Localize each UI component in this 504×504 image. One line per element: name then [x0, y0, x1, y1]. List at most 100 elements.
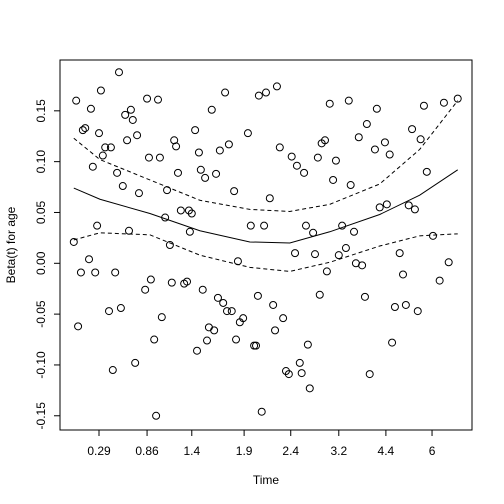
point — [128, 115, 137, 124]
point — [284, 370, 293, 379]
point — [227, 307, 236, 316]
point — [272, 82, 281, 91]
point — [262, 88, 270, 97]
point — [416, 135, 425, 144]
x-tick-label: 6 — [429, 444, 436, 458]
fit-line — [73, 169, 459, 244]
point — [74, 322, 83, 331]
point — [144, 153, 153, 162]
point — [254, 91, 263, 100]
point — [157, 313, 166, 322]
point — [311, 250, 320, 259]
point — [401, 300, 410, 309]
plot-frame — [59, 59, 473, 431]
point — [86, 104, 95, 113]
point — [260, 221, 269, 230]
point — [380, 138, 389, 147]
point — [320, 136, 329, 145]
point — [350, 227, 359, 236]
point — [194, 148, 203, 157]
point — [152, 411, 161, 420]
point — [279, 314, 288, 323]
point — [72, 96, 81, 105]
point — [395, 249, 404, 258]
point — [292, 161, 301, 170]
point — [344, 96, 353, 105]
point — [315, 290, 324, 299]
point — [322, 267, 331, 276]
point — [167, 278, 176, 287]
point — [305, 384, 314, 393]
point — [95, 129, 104, 138]
y-tick-label: 0.00 — [34, 251, 48, 275]
point — [173, 168, 182, 177]
point — [435, 276, 444, 285]
point — [365, 370, 374, 379]
point — [413, 307, 422, 316]
point — [203, 336, 212, 345]
confidence-band — [73, 100, 459, 212]
point — [210, 326, 219, 335]
point — [116, 304, 125, 313]
point — [224, 140, 233, 149]
point — [196, 165, 205, 174]
y-tick-label: 0.15 — [34, 99, 48, 123]
point — [88, 162, 97, 171]
point — [233, 257, 242, 266]
point — [275, 143, 284, 152]
point — [341, 244, 350, 253]
point — [96, 86, 105, 95]
point — [358, 261, 367, 270]
point — [444, 258, 453, 267]
point — [123, 136, 132, 145]
point — [408, 125, 417, 134]
point — [410, 205, 419, 214]
point — [346, 181, 355, 190]
y-tick-label: 0.05 — [34, 200, 48, 224]
x-tick-label: 1.9 — [236, 444, 253, 458]
point — [287, 152, 296, 161]
point — [113, 168, 122, 177]
point — [301, 221, 310, 230]
x-tick-label: 0.29 — [87, 444, 111, 458]
point — [295, 358, 304, 367]
point — [399, 270, 408, 279]
point — [390, 303, 399, 312]
point — [300, 168, 309, 177]
point — [269, 300, 278, 309]
point — [215, 146, 224, 155]
point — [165, 241, 174, 249]
point — [388, 338, 397, 347]
x-tick-label: 4.4 — [378, 444, 395, 458]
x-axis-label: Time — [253, 473, 280, 487]
point — [146, 275, 155, 284]
point — [154, 95, 163, 104]
point — [297, 369, 306, 378]
point — [313, 153, 322, 162]
point — [204, 323, 213, 332]
point — [85, 255, 94, 264]
point — [253, 291, 262, 300]
point — [265, 194, 274, 203]
point — [91, 268, 100, 277]
x-tick-label: 0.86 — [135, 444, 159, 458]
point — [334, 251, 343, 260]
point — [81, 124, 90, 133]
point — [362, 120, 371, 129]
point — [105, 307, 114, 316]
point — [329, 175, 338, 184]
point — [126, 105, 135, 114]
point — [185, 227, 194, 236]
x-tick-label: 3.2 — [330, 444, 347, 458]
point — [303, 340, 312, 349]
point — [404, 201, 413, 210]
point — [78, 126, 87, 135]
point — [207, 105, 216, 114]
point — [118, 182, 127, 191]
point — [453, 94, 462, 103]
point — [372, 104, 381, 113]
point — [271, 326, 280, 335]
point — [150, 335, 159, 344]
point — [106, 143, 115, 152]
